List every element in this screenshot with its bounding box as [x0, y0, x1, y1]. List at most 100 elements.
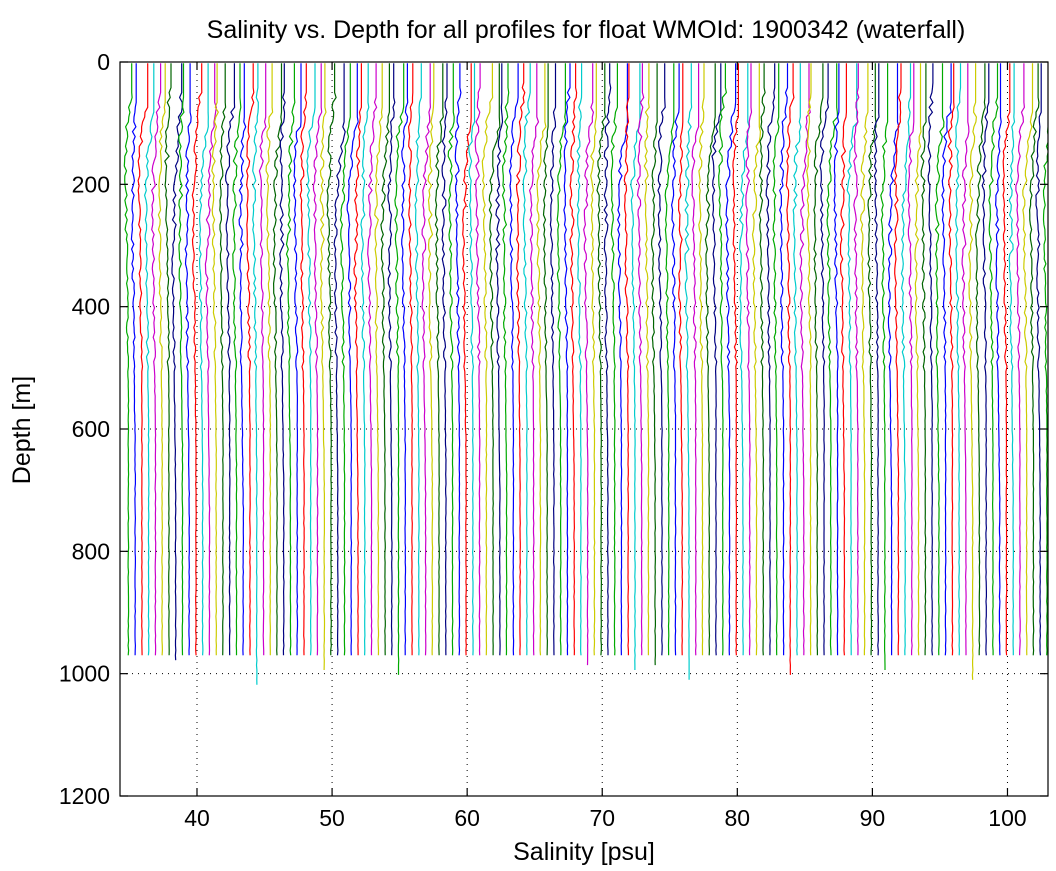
salinity-profile-line [414, 63, 422, 656]
salinity-profile-line [1028, 63, 1040, 656]
salinity-profile-line [252, 63, 259, 685]
salinity-profile-line [907, 63, 915, 656]
salinity-profile-line [758, 63, 766, 656]
salinity-profile-line [934, 63, 945, 656]
grid-lines [120, 62, 1048, 796]
salinity-profile-line [157, 63, 166, 656]
x-tick-label: 60 [454, 805, 480, 831]
x-tick-label: 50 [319, 805, 345, 831]
salinity-profile-line [1015, 63, 1026, 656]
salinity-profile-line [387, 63, 396, 656]
salinity-profile-line [684, 63, 693, 680]
salinity-profile-line [1002, 63, 1011, 656]
salinity-profile-line [954, 63, 962, 656]
salinity-profile-line [360, 63, 370, 656]
salinity-profile-line [536, 63, 547, 656]
salinity-profile-line [488, 63, 501, 656]
salinity-profile-line [441, 63, 448, 656]
salinity-profile-line [394, 63, 405, 675]
salinity-profile-line [1035, 63, 1042, 656]
salinity-profile-line [400, 63, 409, 656]
salinity-profile-line [576, 63, 583, 656]
salinity-profile-line [556, 63, 567, 656]
salinity-profile-line [765, 63, 776, 656]
salinity-profile-line [191, 63, 203, 656]
salinity-profile-line [974, 63, 986, 656]
x-tick-label: 80 [725, 805, 751, 831]
salinity-profile-line [711, 63, 722, 656]
salinity-profile-line [245, 63, 255, 656]
salinity-profile-line [367, 63, 378, 656]
y-tick-label: 0 [97, 49, 110, 75]
salinity-profile-line [704, 63, 716, 656]
salinity-profile-line [569, 63, 578, 656]
salinity-profile-line [421, 63, 432, 656]
y-tick-label: 400 [72, 294, 110, 320]
salinity-profile-line [319, 63, 327, 671]
salinity-profile-line [346, 63, 359, 656]
salinity-profile-line [988, 63, 999, 656]
axis-ticks [120, 61, 1048, 797]
salinity-profile-line [981, 63, 990, 656]
salinity-profile-line [630, 63, 641, 670]
y-tick-label: 200 [72, 171, 110, 197]
salinity-profile-line [151, 63, 162, 656]
x-tick-label: 90 [860, 805, 886, 831]
salinity-profile-line [799, 63, 811, 656]
salinity-profile-line [927, 63, 934, 656]
salinity-profile-line [839, 63, 848, 656]
y-tick-labels: 0 200 400 600 800 1000 1200 [59, 49, 110, 809]
salinity-profile-line [617, 63, 629, 656]
salinity-profile-line [447, 63, 455, 656]
salinity-profile-line [184, 63, 192, 656]
salinity-profile-line [522, 63, 531, 656]
salinity-profile-line [501, 63, 510, 656]
x-axis-label: Salinity [psu] [513, 838, 655, 866]
salinity-profile-line [819, 63, 830, 656]
salinity-profile-line [920, 63, 927, 656]
salinity-profile-line [143, 63, 155, 656]
salinity-profile-line [691, 63, 700, 656]
salinity-profile-line [285, 63, 296, 656]
salinity-profile-line [232, 63, 242, 656]
salinity-profile-line [299, 63, 308, 656]
salinity-profile-line [339, 63, 351, 656]
salinity-profile-line [751, 63, 762, 656]
x-tick-labels: 40 50 60 70 80 90 100 [184, 805, 1026, 831]
salinity-profile-line [326, 63, 337, 656]
salinity-profile-line [867, 63, 877, 656]
salinity-profile-line [941, 63, 952, 656]
salinity-profile-line [745, 63, 753, 656]
salinity-profile-line [725, 63, 737, 656]
salinity-profile-line [994, 63, 1002, 656]
salinity-profile-line [474, 63, 481, 656]
salinity-profile-line [623, 63, 630, 656]
salinity-profile-line [407, 63, 414, 656]
salinity-profile-line [833, 63, 840, 656]
salinity-profile-line [528, 63, 540, 656]
salinity-profile-line [1008, 63, 1016, 656]
salinity-profile-line [515, 63, 526, 656]
salinity-profile-line [853, 63, 860, 656]
salinity-profile-line [893, 63, 902, 656]
salinity-profile-line [198, 63, 209, 656]
salinity-profile-line [204, 63, 217, 656]
salinity-profile-line [272, 63, 283, 656]
salinity-profile-line [495, 63, 504, 656]
salinity-profile-line [968, 63, 978, 680]
salinity-profile-line [211, 63, 219, 656]
salinity-profile-line [468, 63, 476, 656]
salinity-profile-line [859, 63, 869, 656]
salinity-profile-line [603, 63, 612, 656]
salinity-profile-line [596, 63, 607, 656]
salinity-profile-line [224, 63, 236, 656]
salinity-profile-line [219, 63, 227, 656]
salinity-profile-line [461, 63, 472, 656]
y-tick-label: 1000 [59, 661, 110, 687]
salinity-profile-line [583, 63, 595, 666]
salinity-profile-line [643, 63, 650, 656]
salinity-profile-line [873, 63, 880, 656]
profile-lines [123, 63, 1048, 685]
salinity-profile-line [779, 63, 789, 656]
salinity-profile-line [542, 63, 549, 656]
